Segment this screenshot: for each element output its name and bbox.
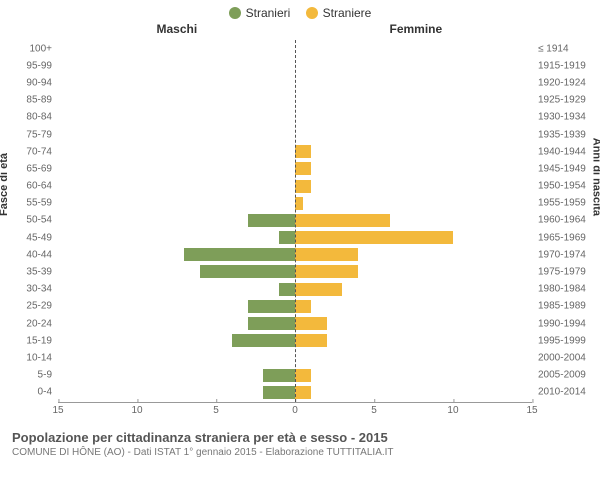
birth-year-label: 1970-1974 (532, 249, 586, 260)
bar-female (295, 248, 358, 261)
bar-female (295, 162, 311, 175)
birth-year-label: 1980-1984 (532, 284, 586, 295)
bar-male (184, 248, 295, 261)
birth-year-label: 1950-1954 (532, 181, 586, 192)
x-tick: 10 (131, 403, 142, 416)
bar-male (200, 265, 295, 278)
birth-year-label: 1925-1929 (532, 95, 586, 106)
legend-swatch-female (306, 7, 318, 19)
y-axis-right-title: Anni di nascita (590, 138, 600, 216)
legend-item-female: Straniere (306, 6, 372, 20)
age-label: 20-24 (26, 318, 58, 329)
age-label: 0-4 (38, 387, 58, 398)
legend-item-male: Stranieri (229, 6, 291, 20)
x-tick: 10 (447, 403, 458, 416)
footer-subtitle: COMUNE DI HÔNE (AO) - Dati ISTAT 1° genn… (12, 447, 588, 458)
age-label: 65-69 (26, 163, 58, 174)
birth-year-label: 1985-1989 (532, 301, 586, 312)
age-label: 95-99 (26, 60, 58, 71)
age-label: 70-74 (26, 146, 58, 157)
bar-male (279, 283, 295, 296)
bar-female (295, 386, 311, 399)
birth-year-label: 1945-1949 (532, 163, 586, 174)
birth-year-label: 1955-1959 (532, 198, 586, 209)
bar-female (295, 283, 342, 296)
age-label: 25-29 (26, 301, 58, 312)
header-labels: Maschi Femmine (0, 22, 600, 40)
age-label: 30-34 (26, 284, 58, 295)
bar-female (295, 145, 311, 158)
bar-female (295, 317, 327, 330)
center-line (295, 40, 296, 402)
x-tick: 15 (526, 403, 537, 416)
bar-female (295, 214, 390, 227)
age-label: 80-84 (26, 112, 58, 123)
age-label: 5-9 (38, 370, 58, 381)
bar-female (295, 231, 453, 244)
birth-year-label: 1920-1924 (532, 77, 586, 88)
x-tick: 0 (292, 403, 298, 416)
bar-male (248, 317, 295, 330)
birth-year-label: 1975-1979 (532, 267, 586, 278)
bar-male (232, 334, 295, 347)
bar-female (295, 369, 311, 382)
x-tick: 15 (52, 403, 63, 416)
bar-female (295, 180, 311, 193)
birth-year-label: 1915-1919 (532, 60, 586, 71)
bar-female (295, 334, 327, 347)
birth-year-label: 2000-2004 (532, 352, 586, 363)
age-label: 75-79 (26, 129, 58, 140)
bar-female (295, 300, 311, 313)
age-label: 10-14 (26, 352, 58, 363)
age-label: 85-89 (26, 95, 58, 106)
birth-year-label: 1940-1944 (532, 146, 586, 157)
x-tick: 5 (213, 403, 219, 416)
age-label: 50-54 (26, 215, 58, 226)
birth-year-label: 1965-1969 (532, 232, 586, 243)
legend-swatch-male (229, 7, 241, 19)
header-female-label: Femmine (390, 22, 443, 36)
population-pyramid-chart: Stranieri Straniere Maschi Femmine Fasce… (0, 0, 600, 500)
birth-year-label: 2005-2009 (532, 370, 586, 381)
y-axis-left-title: Fasce di età (0, 153, 10, 216)
age-label: 35-39 (26, 267, 58, 278)
legend-label-female: Straniere (323, 6, 372, 20)
age-label: 100+ (29, 43, 58, 54)
birth-year-label: ≤ 1914 (532, 43, 569, 54)
legend: Stranieri Straniere (0, 0, 600, 22)
bar-female (295, 265, 358, 278)
birth-year-label: 1935-1939 (532, 129, 586, 140)
birth-year-label: 1995-1999 (532, 335, 586, 346)
age-label: 45-49 (26, 232, 58, 243)
bar-male (248, 300, 295, 313)
bar-male (279, 231, 295, 244)
bar-female (295, 197, 303, 210)
x-axis: 15105051015 (58, 402, 532, 424)
legend-label-male: Stranieri (246, 6, 291, 20)
bar-male (263, 386, 295, 399)
age-label: 40-44 (26, 249, 58, 260)
chart-footer: Popolazione per cittadinanza straniera p… (0, 424, 600, 458)
birth-year-label: 1990-1994 (532, 318, 586, 329)
footer-title: Popolazione per cittadinanza straniera p… (12, 430, 588, 445)
birth-year-label: 2010-2014 (532, 387, 586, 398)
age-label: 15-19 (26, 335, 58, 346)
bar-male (248, 214, 295, 227)
birth-year-label: 1960-1964 (532, 215, 586, 226)
age-label: 90-94 (26, 77, 58, 88)
age-label: 60-64 (26, 181, 58, 192)
header-male-label: Maschi (157, 22, 198, 36)
x-tick: 5 (371, 403, 377, 416)
birth-year-label: 1930-1934 (532, 112, 586, 123)
plot-area: 100+≤ 191495-991915-191990-941920-192485… (58, 40, 532, 402)
age-label: 55-59 (26, 198, 58, 209)
bar-male (263, 369, 295, 382)
